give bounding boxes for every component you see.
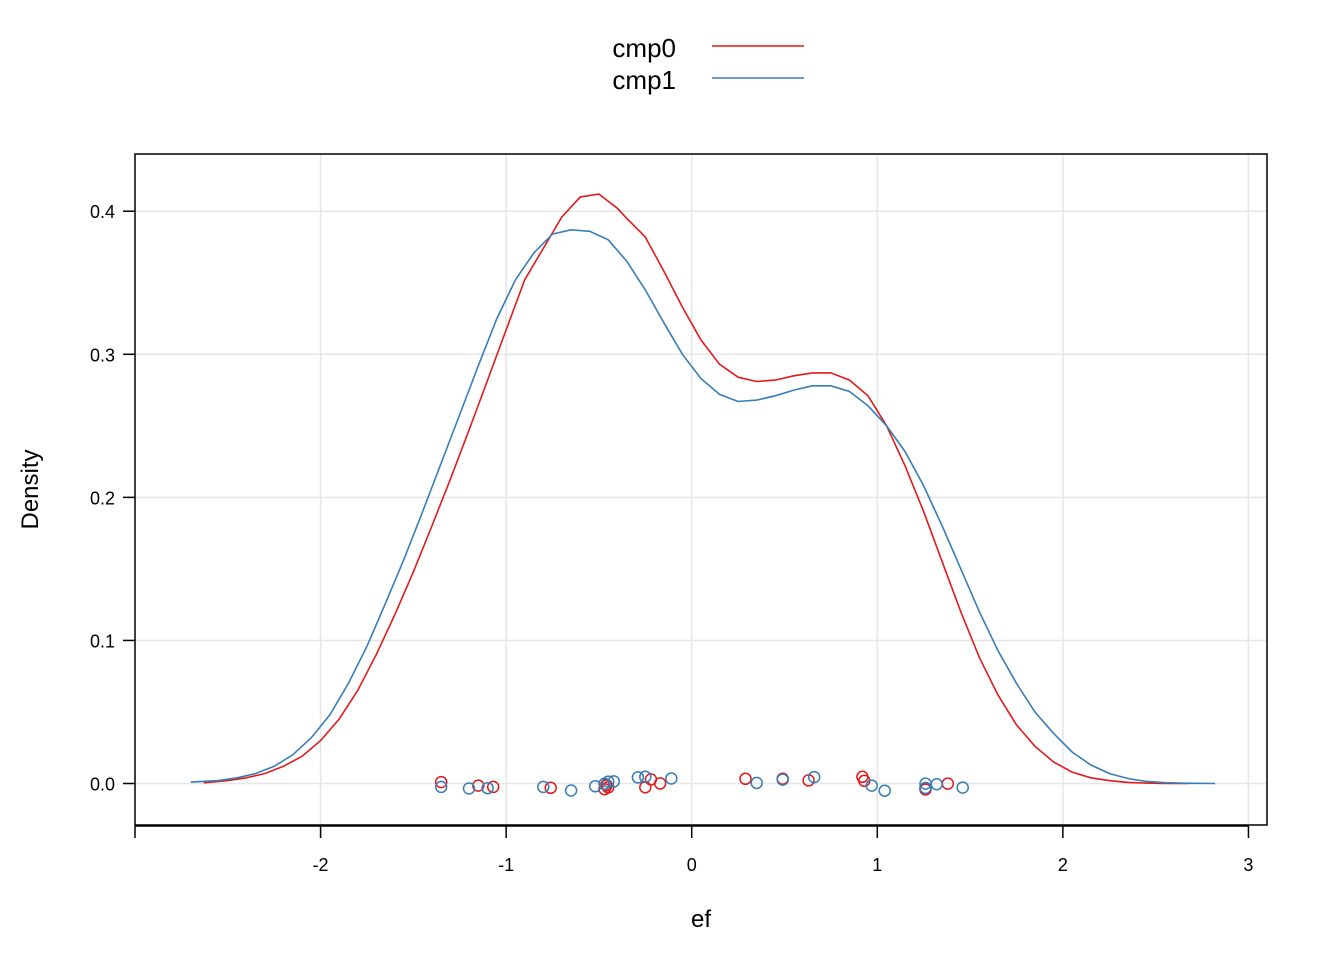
density-lines xyxy=(190,193,1216,785)
rug-point-cmp1 xyxy=(776,773,789,786)
rug-point-cmp1 xyxy=(564,784,578,797)
x-tick-label: 1 xyxy=(872,855,882,875)
x-axis-title: ef xyxy=(691,906,711,933)
x-tick-label: 3 xyxy=(1243,855,1253,875)
rug-points xyxy=(434,770,969,797)
rug-point-cmp0 xyxy=(653,777,667,790)
x-tick-label: -1 xyxy=(498,855,514,875)
rug-point-cmp1 xyxy=(807,770,821,784)
rug-point-cmp1 xyxy=(537,780,550,794)
rug-point-cmp0 xyxy=(739,772,752,786)
x-tick-label: -2 xyxy=(313,855,329,875)
y-tick-label: 0.1 xyxy=(90,631,115,651)
y-axis: 0.0 0.1 0.2 0.3 0.4 xyxy=(90,202,135,795)
legend-label-cmp1: cmp1 xyxy=(612,65,676,95)
rug-point-cmp0 xyxy=(434,775,448,789)
rug-point-cmp0 xyxy=(486,780,500,794)
rug-point-cmp1 xyxy=(930,777,943,791)
legend-label-cmp0: cmp0 xyxy=(612,33,676,63)
density-line-cmp1 xyxy=(190,228,1216,785)
rug-point-cmp1 xyxy=(601,775,615,788)
rug-point-cmp1 xyxy=(639,770,652,784)
density-line-cmp0 xyxy=(203,193,1190,785)
rug-point-cmp1 xyxy=(956,781,969,794)
rug-point-cmp1 xyxy=(481,781,494,795)
y-tick-label: 0.3 xyxy=(90,345,115,365)
grid xyxy=(135,154,1267,825)
rug-point-cmp1 xyxy=(462,782,476,795)
x-tick-label: 0 xyxy=(687,855,697,875)
rug-point-cmp1 xyxy=(878,784,891,797)
rug-point-cmp0 xyxy=(544,781,557,795)
y-tick-label: 0.0 xyxy=(90,775,115,795)
x-tick-label: 2 xyxy=(1058,855,1068,875)
rug-point-cmp1 xyxy=(919,781,932,795)
y-tick-label: 0.4 xyxy=(90,202,115,222)
y-tick-label: 0.2 xyxy=(90,488,115,508)
x-axis: -2 -1 0 1 2 3 xyxy=(134,825,1253,875)
rug-point-cmp1 xyxy=(750,776,763,790)
rug-point-cmp1 xyxy=(665,772,678,785)
rug-point-cmp1 xyxy=(588,780,602,793)
rug-point-cmp1 xyxy=(865,779,878,792)
y-axis-title: Density xyxy=(17,449,44,529)
rug-point-cmp1 xyxy=(434,780,448,794)
plot-frame xyxy=(134,153,1268,826)
rug-point-cmp1 xyxy=(631,771,645,784)
rug-point-cmp1 xyxy=(607,775,621,788)
